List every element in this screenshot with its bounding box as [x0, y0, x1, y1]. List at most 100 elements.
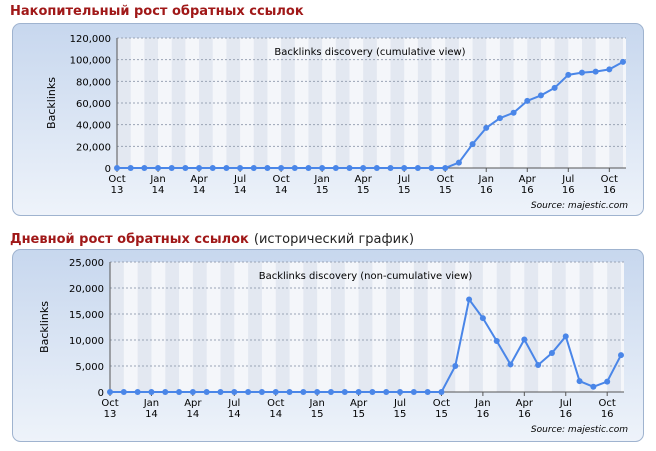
point [620, 58, 626, 65]
point [551, 84, 558, 91]
point [414, 165, 421, 171]
y-tick-label: 5,000 [75, 362, 104, 373]
heading: Накопительный рост обратных ссылок [10, 4, 304, 19]
point [387, 165, 394, 171]
point [469, 141, 476, 148]
y-tick-label: 20,000 [76, 142, 111, 153]
x-tick-label: Oct 13 [101, 398, 118, 420]
point [507, 361, 514, 368]
y-tick-label: 20,000 [69, 284, 104, 295]
heading-main: Дневной рост обратных ссылок [10, 232, 249, 247]
point [314, 389, 321, 395]
x-tick-label: Apr 15 [350, 398, 368, 420]
point [360, 165, 367, 171]
stripe [524, 262, 539, 392]
point [521, 336, 528, 343]
point [383, 389, 390, 395]
x-tick-label: Jan 15 [308, 398, 324, 420]
point [264, 165, 271, 171]
stripe [192, 262, 207, 392]
stripe [581, 38, 596, 168]
x-tick-label: Oct 13 [108, 174, 125, 196]
x-tick-label: Apr 14 [184, 398, 202, 420]
point [548, 350, 555, 356]
y-tick-label: 15,000 [69, 310, 104, 321]
x-tick-label: Jul 15 [393, 398, 406, 420]
stripe [330, 262, 345, 392]
point [401, 165, 408, 171]
stripe [445, 38, 459, 168]
point [217, 389, 224, 395]
stripe [144, 38, 159, 168]
stripe [303, 262, 318, 392]
heading-note: (исторический график) [254, 232, 414, 247]
point [428, 165, 435, 171]
point [245, 389, 252, 395]
stripe [275, 262, 290, 392]
stripe [253, 38, 268, 168]
point [148, 389, 155, 395]
x-tick-label: Oct 16 [599, 398, 616, 420]
y-tick-label: 100,000 [70, 56, 111, 67]
x-tick-label: Jul 14 [227, 398, 240, 420]
stripe [551, 262, 566, 392]
x-tick-label: Jul 15 [397, 174, 410, 196]
point [510, 109, 517, 116]
point [452, 363, 459, 369]
source: Source: majestic.com [531, 201, 628, 211]
point [231, 389, 238, 395]
y-tick-label: 0 [98, 388, 104, 399]
point [466, 296, 473, 303]
point [319, 165, 326, 171]
point [424, 389, 431, 395]
point [182, 165, 189, 171]
y-axis-label: Backlinks [45, 77, 58, 129]
stripe [137, 262, 152, 392]
point [397, 389, 404, 395]
y-tick-label: 80,000 [76, 77, 111, 88]
stripe [413, 262, 428, 392]
point [355, 389, 362, 395]
y-tick-label: 25,000 [69, 258, 104, 269]
x-tick-label: Jul 16 [561, 174, 574, 196]
point [606, 66, 613, 73]
stripe [165, 262, 180, 392]
x-tick-label: Jan 15 [313, 174, 329, 196]
point [278, 165, 285, 171]
point [483, 124, 490, 131]
x-tick-label: Jul 16 [559, 398, 572, 420]
point [410, 389, 417, 395]
x-tick-label: Apr 16 [516, 398, 534, 420]
stripe [248, 262, 262, 392]
point [127, 165, 134, 171]
point [373, 165, 380, 171]
x-tick-label: Oct 14 [267, 398, 284, 420]
y-tick-label: 10,000 [69, 336, 104, 347]
stripe [496, 262, 511, 392]
y-tick-label: 40,000 [76, 121, 111, 132]
point [590, 383, 597, 390]
x-tick-label: Jan 16 [478, 174, 494, 196]
point [369, 389, 376, 395]
stripe [417, 38, 432, 168]
point [189, 389, 196, 395]
source: Source: majestic.com [531, 425, 628, 435]
inner-title: Backlinks discovery (non-cumulative view… [259, 271, 473, 282]
y-axis-label: Backlinks [38, 301, 51, 353]
stripe [358, 262, 373, 392]
point [134, 389, 141, 395]
point [203, 389, 210, 395]
stripe [609, 38, 623, 168]
point [176, 389, 183, 395]
point [524, 97, 531, 104]
point [442, 165, 449, 171]
point [341, 389, 348, 395]
point [168, 165, 175, 171]
point [114, 165, 120, 171]
point [155, 165, 162, 171]
point [209, 165, 216, 171]
point [272, 389, 279, 395]
point [332, 165, 339, 171]
y-tick-label: 120,000 [70, 34, 111, 45]
